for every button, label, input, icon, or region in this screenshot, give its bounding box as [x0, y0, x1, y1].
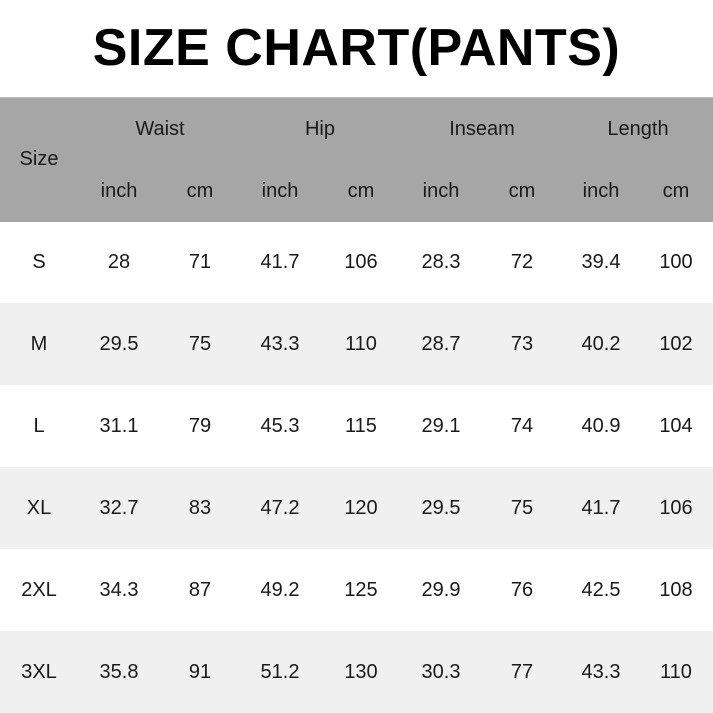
table-row: S 28 71 41.7 106 28.3 72 39.4 100 — [0, 221, 713, 303]
value-cell: 40.9 — [581, 415, 621, 437]
table-header: Size Waist Hip Inseam Length inch cm inch c… — [0, 97, 713, 222]
table-row: 3XL 35.8 91 51.2 130 30.3 77 43.3 110 — [0, 631, 713, 713]
value-cell: 72 — [510, 251, 534, 273]
value-cell: 51.2 — [260, 661, 300, 683]
header-group-length: Length — [607, 118, 669, 140]
table-row: L 31.1 79 45.3 115 29.1 74 40.9 104 — [0, 385, 713, 467]
size-cell: L — [33, 415, 45, 437]
value-cell: 75 — [510, 497, 534, 519]
value-cell: 115 — [345, 415, 377, 437]
value-cell: 41.7 — [260, 251, 300, 273]
value-cell: 28 — [107, 251, 131, 273]
value-cell: 108 — [659, 579, 693, 601]
header-unit: inch — [100, 180, 138, 202]
value-cell: 28.3 — [421, 251, 461, 273]
value-cell: 43.3 — [260, 333, 300, 355]
value-cell: 49.2 — [260, 579, 300, 601]
header-unit: inch — [422, 180, 460, 202]
header-unit: cm — [508, 180, 536, 202]
value-cell: 120 — [344, 497, 378, 519]
size-cell: M — [30, 333, 48, 355]
value-cell: 125 — [344, 579, 378, 601]
header-size: Size — [19, 148, 59, 170]
value-cell: 74 — [510, 415, 534, 437]
value-cell: 45.3 — [260, 415, 300, 437]
value-cell: 91 — [188, 661, 212, 683]
size-cell: 2XL — [21, 579, 57, 601]
size-cell: S — [32, 251, 46, 273]
value-cell: 104 — [659, 415, 693, 437]
header-unit: cm — [347, 180, 375, 202]
value-cell: 29.1 — [421, 415, 461, 437]
value-cell: 29.9 — [421, 579, 461, 601]
value-cell: 28.7 — [421, 333, 461, 355]
value-cell: 31.1 — [99, 415, 139, 437]
value-cell: 106 — [344, 251, 378, 273]
value-cell: 75 — [188, 333, 212, 355]
header-group-hip: Hip — [304, 118, 335, 140]
size-cell: 3XL — [21, 661, 57, 683]
value-cell: 79 — [188, 415, 212, 437]
value-cell: 77 — [510, 661, 534, 683]
value-cell: 30.3 — [421, 661, 461, 683]
header-unit: inch — [261, 180, 299, 202]
value-cell: 41.7 — [581, 497, 621, 519]
value-cell: 35.8 — [99, 661, 139, 683]
value-cell: 130 — [344, 661, 378, 683]
value-cell: 102 — [659, 333, 693, 355]
value-cell: 87 — [188, 579, 212, 601]
value-cell: 83 — [188, 497, 212, 519]
value-cell: 34.3 — [99, 579, 139, 601]
value-cell: 73 — [510, 333, 534, 355]
value-cell: 42.5 — [581, 579, 621, 601]
table-row: XL 32.7 83 47.2 120 29.5 75 41.7 106 — [0, 467, 713, 549]
page-title: SIZE CHART(PANTS) — [92, 19, 621, 77]
value-cell: 39.4 — [581, 251, 621, 273]
value-cell: 76 — [510, 579, 534, 601]
value-cell: 40.2 — [581, 333, 621, 355]
header-unit: cm — [186, 180, 214, 202]
value-cell: 100 — [659, 251, 693, 273]
value-cell: 43.3 — [581, 661, 621, 683]
header-group-inseam: Inseam — [449, 118, 515, 140]
size-cell: XL — [26, 497, 52, 519]
value-cell: 71 — [188, 251, 212, 273]
value-cell: 47.2 — [260, 497, 300, 519]
header-group-waist: Waist — [135, 118, 185, 140]
value-cell: 32.7 — [99, 497, 139, 519]
header-unit: inch — [582, 180, 620, 202]
table-row: 2XL 34.3 87 49.2 125 29.9 76 42.5 108 — [0, 549, 713, 631]
value-cell: 106 — [659, 497, 693, 519]
header-unit: cm — [662, 180, 690, 202]
value-cell: 29.5 — [99, 333, 139, 355]
table-row: M 29.5 75 43.3 110 28.7 73 40.2 102 — [0, 303, 713, 385]
value-cell: 110 — [345, 333, 377, 355]
value-cell: 29.5 — [421, 497, 461, 519]
value-cell: 110 — [660, 661, 692, 683]
